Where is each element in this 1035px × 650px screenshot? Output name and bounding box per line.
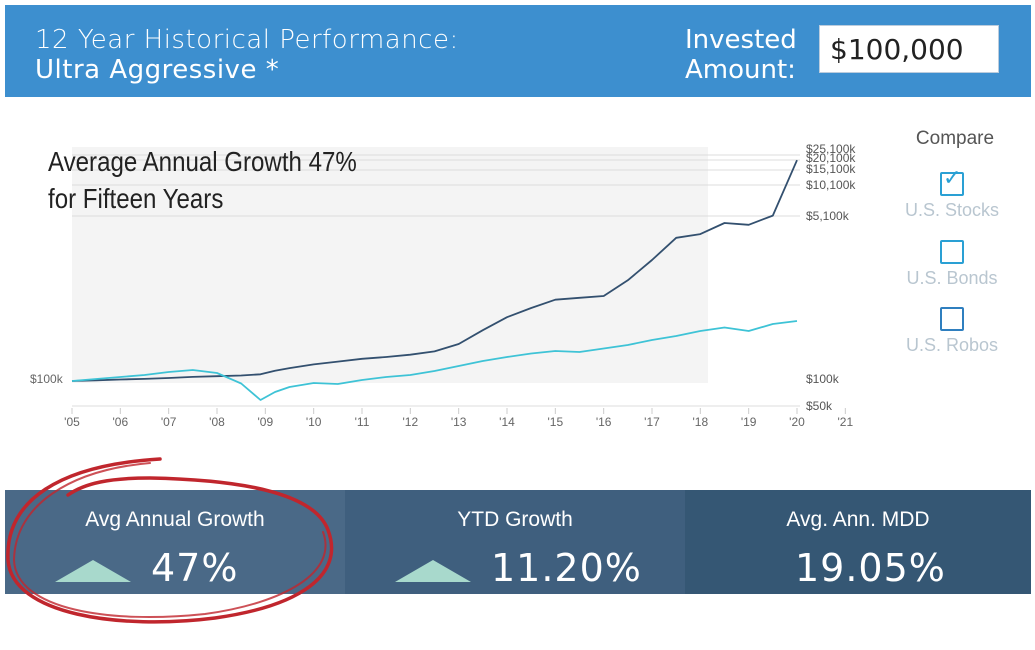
checkbox-icon[interactable] <box>940 307 964 331</box>
compare-title: Compare <box>915 128 995 149</box>
checkmark-icon: ✓ <box>943 165 962 190</box>
right-tick-label: $25,100k <box>806 142 856 156</box>
x-tick-label: '06 <box>113 415 129 429</box>
compare-option-label: U.S. Robos <box>905 335 999 355</box>
plot-background <box>72 147 708 383</box>
up-arrow-icon <box>395 560 471 582</box>
x-tick-label: '09 <box>258 415 274 429</box>
stat-label: YTD Growth <box>457 508 573 531</box>
annotation-line1: Average Annual Growth 47% <box>48 146 357 177</box>
gridlines <box>72 154 800 407</box>
left-axis-tick: $100k <box>30 372 64 386</box>
annotation-line2: for Fifteen Years <box>48 183 224 214</box>
stat-label: Avg Annual Growth <box>85 508 265 531</box>
x-tick-label: '18 <box>693 415 709 429</box>
invested-label-line1: Invested <box>685 25 797 55</box>
x-tick-label: '19 <box>741 415 757 429</box>
chart-annotation: Average Annual Growth 47% for Fifteen Ye… <box>48 143 357 217</box>
checkbox-icon[interactable] <box>940 240 964 264</box>
invested-amount-input[interactable]: $100,000 <box>819 25 999 73</box>
invested-label-line2: Amount: <box>685 55 796 85</box>
stat-ytd-growth: YTD Growth 11.20% <box>345 490 685 594</box>
x-axis-ticks: '05 '06 '07 '08 '09 '10 '11 '12 '13 '14 '15 '16 '17 '… <box>64 408 853 429</box>
x-tick-label: '21 <box>838 415 854 429</box>
compare-us-robos[interactable]: U.S. Robos <box>877 307 1027 356</box>
right-tick-label: $100k <box>806 372 840 386</box>
x-tick-label: '08 <box>209 415 225 429</box>
x-tick-label: '20 <box>789 415 805 429</box>
us-stocks-series-line <box>71 320 798 401</box>
right-tick-label: $10,100k <box>806 178 856 192</box>
stats-bar: Avg Annual Growth 47% YTD Growth 11.20% … <box>5 490 1031 594</box>
x-tick-label: '12 <box>403 415 419 429</box>
compare-us-stocks[interactable]: ✓ U.S. Stocks <box>877 167 1027 221</box>
x-tick-label: '16 <box>596 415 612 429</box>
x-tick-label: '17 <box>644 415 660 429</box>
right-tick-label: $20,100k <box>806 151 856 165</box>
page-title: 12 Year Historical Performance: <box>35 25 459 55</box>
x-tick-label: '10 <box>306 415 322 429</box>
x-tick-label: '13 <box>451 415 467 429</box>
compare-option-label: U.S. Bonds <box>906 268 998 288</box>
stat-value: 19.05% <box>795 546 946 590</box>
x-tick-label: '05 <box>64 415 80 429</box>
portfolio-series-line <box>71 159 798 382</box>
right-tick-label: $5,100k <box>806 209 850 223</box>
up-arrow-icon <box>55 560 131 582</box>
stat-label: Avg. Ann. MDD <box>786 508 930 531</box>
x-tick-label: '11 <box>355 415 370 429</box>
compare-option-label: U.S. Stocks <box>904 200 1000 220</box>
compare-us-bonds[interactable]: U.S. Bonds <box>877 240 1027 289</box>
stat-avg-annual-growth: Avg Annual Growth 47% <box>5 490 345 594</box>
header-bar: 12 Year Historical Performance: Ultra Ag… <box>5 5 1031 97</box>
stat-value: 11.20% <box>491 546 642 590</box>
x-tick-label: '14 <box>499 415 515 429</box>
x-tick-label: '15 <box>548 415 564 429</box>
x-tick-label: '07 <box>161 415 177 429</box>
stat-value: 47% <box>151 546 239 590</box>
series-lines <box>71 159 798 401</box>
stat-avg-ann-mdd: Avg. Ann. MDD 19.05% <box>685 490 1031 594</box>
right-axis-ticks: $25,100k$20,100k$15,100k $10,100k $5,100k $… <box>806 142 856 413</box>
right-tick-label: $15,100k <box>806 162 856 176</box>
portfolio-name: Ultra Aggressive * <box>35 55 280 85</box>
checkbox-checked-icon[interactable]: ✓ <box>940 167 964 196</box>
right-tick-label: $50k <box>806 399 833 413</box>
